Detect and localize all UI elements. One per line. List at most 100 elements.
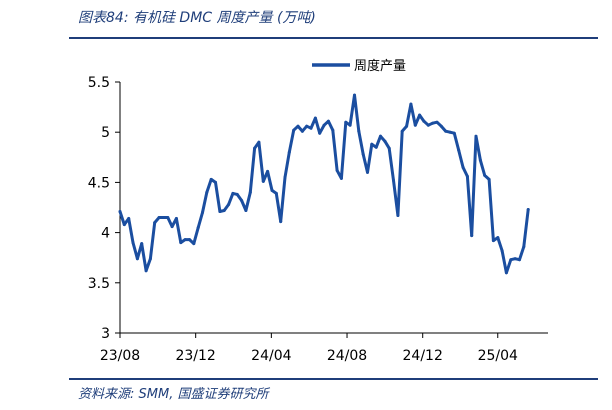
- x-tick-label: 25/04: [478, 348, 518, 364]
- data-point: [253, 146, 257, 150]
- data-point: [331, 128, 335, 132]
- y-tick-label: 5: [101, 125, 110, 141]
- data-point: [318, 131, 322, 135]
- data-point: [422, 119, 426, 123]
- y-tick-label: 3: [101, 326, 110, 342]
- data-point: [400, 129, 404, 133]
- y-tick-label: 3.5: [88, 276, 110, 292]
- data-point: [283, 175, 287, 179]
- chart-title: 图表84: 有机硅 DMC 周度产量 (万吨): [78, 10, 316, 26]
- data-point: [244, 209, 248, 212]
- data-point: [205, 190, 209, 194]
- data-point: [261, 179, 265, 183]
- data-point: [140, 242, 144, 246]
- bottom-divider: [69, 378, 598, 380]
- data-point: [470, 234, 474, 238]
- data-point: [500, 249, 504, 253]
- data-point: [257, 140, 261, 144]
- data-point: [179, 241, 183, 245]
- data-point: [174, 217, 178, 220]
- data-point: [266, 169, 270, 173]
- data-point: [418, 113, 422, 117]
- series-lines: [118, 93, 530, 275]
- data-point: [322, 123, 326, 127]
- data-point: [170, 225, 174, 229]
- data-point: [361, 152, 365, 156]
- data-point: [513, 257, 517, 261]
- data-point: [339, 176, 343, 180]
- data-point: [409, 102, 413, 106]
- data-point: [405, 124, 409, 128]
- top-divider: [69, 37, 598, 39]
- y-tick-label: 4: [101, 226, 110, 242]
- x-tick-label: 24/12: [403, 348, 443, 364]
- data-point: [270, 188, 274, 192]
- axes: [115, 81, 548, 338]
- data-point: [431, 121, 435, 125]
- y-tick-label: 4.5: [88, 175, 110, 191]
- x-tick-label: 24/08: [327, 348, 367, 364]
- data-point: [444, 129, 448, 133]
- data-point: [344, 120, 348, 124]
- data-point: [504, 271, 508, 275]
- data-point: [227, 203, 231, 206]
- data-point: [496, 236, 500, 240]
- data-point: [487, 177, 491, 181]
- data-point: [231, 191, 235, 195]
- data-point: [353, 93, 356, 97]
- data-point: [374, 145, 378, 149]
- data-point: [153, 221, 157, 225]
- data-point: [413, 123, 417, 127]
- y-tick-label: 5.5: [88, 75, 110, 91]
- data-point: [183, 238, 187, 242]
- data-point: [188, 238, 191, 242]
- data-point: [309, 126, 313, 130]
- data-point: [214, 180, 217, 184]
- data-point: [300, 129, 304, 133]
- data-point: [196, 226, 200, 230]
- data-point: [518, 258, 521, 262]
- data-point: [448, 130, 452, 134]
- data-point: [348, 123, 352, 127]
- data-point: [483, 173, 487, 177]
- data-point: [335, 168, 339, 172]
- data-point: [522, 245, 526, 249]
- data-point: [465, 174, 469, 178]
- data-point: [122, 223, 126, 227]
- data-point: [296, 124, 300, 128]
- data-point: [526, 208, 530, 211]
- data-point: [396, 214, 400, 217]
- data-point: [144, 269, 148, 273]
- data-point: [240, 199, 244, 202]
- data-point: [292, 128, 296, 132]
- data-point: [118, 210, 122, 213]
- data-point: [287, 150, 291, 154]
- data-point: [218, 210, 222, 213]
- data-point: [248, 190, 252, 194]
- data-point: [127, 217, 131, 220]
- x-tick-label: 23/12: [175, 348, 215, 364]
- data-point: [452, 131, 456, 135]
- data-point: [366, 170, 369, 174]
- data-point: [426, 123, 430, 127]
- data-point: [209, 177, 213, 181]
- series-line-1: [118, 93, 530, 275]
- data-point: [435, 120, 439, 124]
- data-point: [491, 239, 495, 243]
- x-tick-label: 24/04: [251, 348, 291, 364]
- data-point: [383, 139, 387, 143]
- data-point: [439, 124, 443, 128]
- data-point: [313, 116, 317, 120]
- data-point: [509, 258, 513, 262]
- data-point: [222, 209, 226, 212]
- data-point: [478, 158, 482, 162]
- data-point: [135, 257, 139, 261]
- data-point: [326, 119, 330, 123]
- x-tick-label: 23/08: [100, 348, 140, 364]
- data-point: [166, 216, 170, 219]
- data-point: [161, 216, 165, 219]
- data-point: [274, 191, 278, 195]
- data-point: [148, 257, 152, 261]
- tick-labels: 3 3.5 4 4.5 5 5.5 23/08 23/12 24/04 24/08 24/12 25/…: [88, 75, 518, 364]
